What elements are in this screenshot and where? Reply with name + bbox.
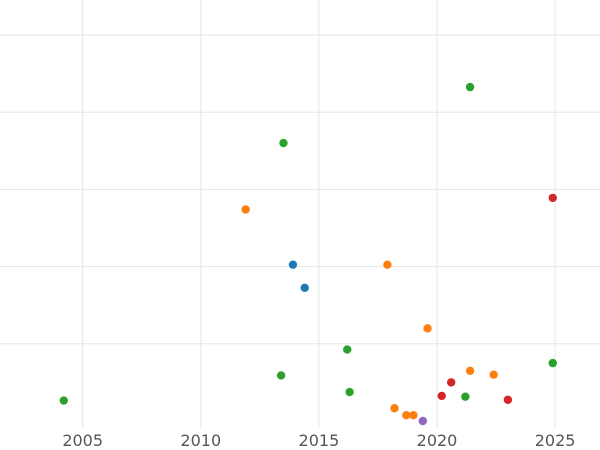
data-point-s3-0	[548, 193, 557, 203]
x-axis-tick-labels: 2005 2010 2015 2020 2025	[62, 431, 575, 450]
data-point-s3-2	[437, 391, 446, 401]
data-point-s1-4	[489, 370, 498, 379]
x-gridlines	[82, 0, 556, 428]
data-points	[59, 82, 557, 426]
x-tick-label-2025: 2025	[535, 431, 576, 450]
data-point-s1-6	[402, 411, 411, 420]
y-gridlines	[0, 34, 600, 345]
data-point-s2-0	[465, 82, 475, 92]
data-point-s2-5	[345, 387, 354, 397]
data-point-s0-1	[300, 283, 309, 293]
data-point-s3-1	[446, 378, 456, 387]
data-point-s2-4	[276, 371, 286, 380]
x-tick-label-2010: 2010	[180, 431, 221, 450]
data-point-s1-1	[383, 260, 392, 269]
data-point-s2-1	[279, 138, 288, 148]
data-point-s1-2	[423, 324, 432, 333]
data-point-s1-7	[409, 411, 418, 420]
data-point-s2-3	[548, 358, 557, 368]
x-tick-label-2020: 2020	[417, 431, 458, 450]
data-point-s2-6	[461, 392, 470, 401]
x-tick-label-2015: 2015	[299, 431, 340, 450]
data-point-s1-0	[241, 205, 250, 214]
data-point-s1-3	[465, 366, 475, 376]
data-point-s2-7	[59, 396, 68, 405]
data-point-s1-5	[390, 404, 399, 413]
data-point-s0-0	[288, 260, 298, 269]
data-point-s2-2	[343, 345, 352, 354]
data-point-s3-3	[503, 395, 513, 404]
x-tick-label-2005: 2005	[62, 431, 103, 450]
data-point-s4-0	[418, 416, 428, 426]
